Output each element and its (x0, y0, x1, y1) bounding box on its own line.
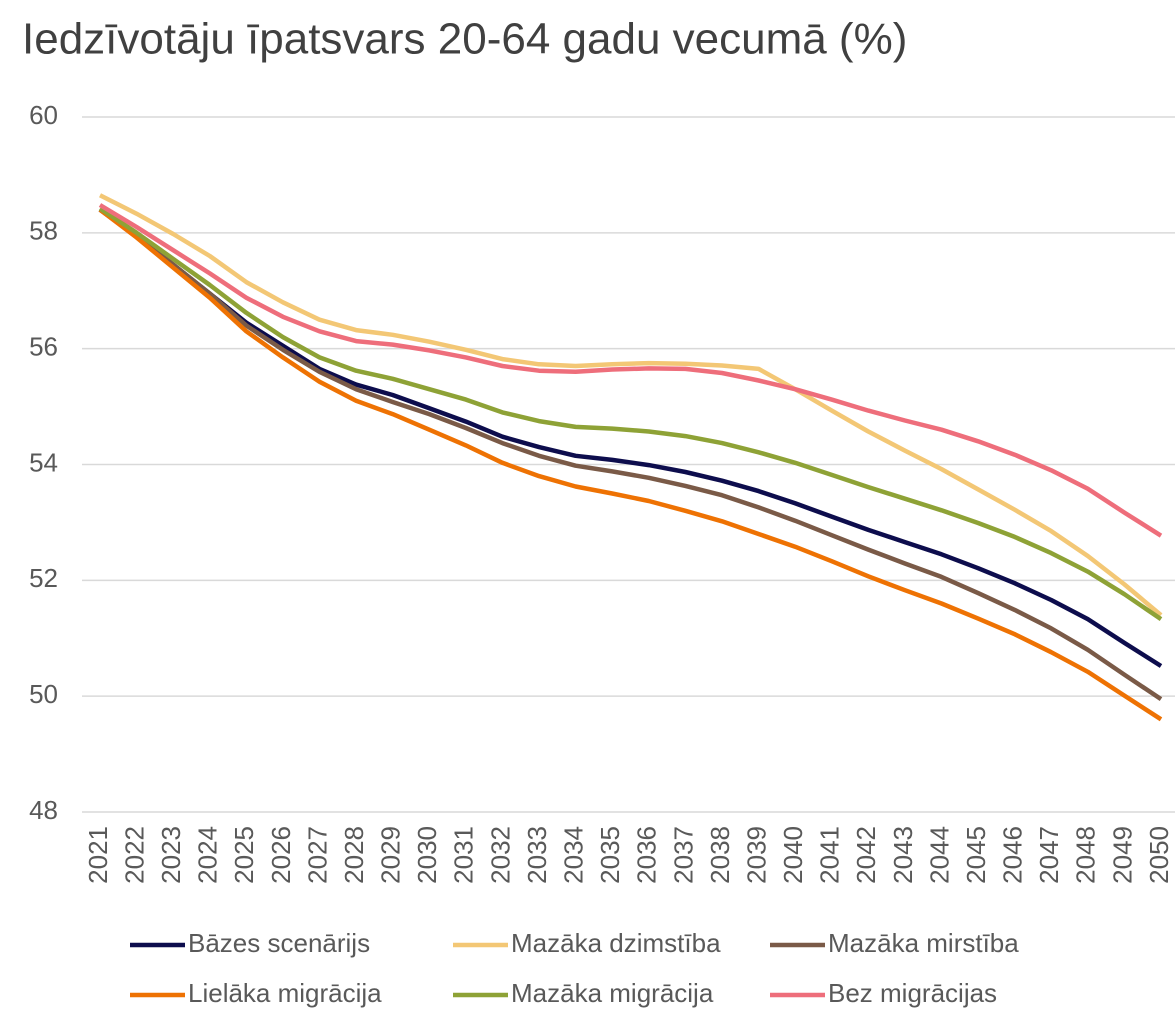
x-tick-label: 2024 (193, 826, 223, 884)
x-tick-label: 2025 (229, 826, 259, 884)
x-tick-label: 2040 (778, 826, 808, 884)
x-tick-label: 2050 (1144, 826, 1174, 884)
series-line (98, 207, 1163, 701)
x-tick-label: 2028 (339, 826, 369, 884)
series-line (98, 207, 1163, 668)
x-tick-label: 2048 (1071, 826, 1101, 884)
x-tick-label: 2042 (851, 826, 881, 884)
x-tick-label: 2038 (705, 826, 735, 884)
x-tick-label: 2035 (595, 826, 625, 884)
chart-title: Iedzīvotāju īpatsvars 20-64 gadu vecumā … (22, 15, 907, 64)
x-tick-label: 2046 (998, 826, 1028, 884)
y-tick-label: 54 (29, 447, 58, 477)
y-tick-label: 52 (29, 563, 58, 593)
y-tick-label: 58 (29, 216, 58, 246)
x-tick-label: 2047 (1034, 826, 1064, 884)
y-tick-label: 48 (29, 795, 58, 825)
x-tick-label: 2049 (1107, 826, 1137, 884)
x-tick-label: 2033 (522, 826, 552, 884)
x-tick-label: 2044 (924, 826, 954, 884)
legend-label: Mazāka mirstība (828, 928, 1019, 958)
x-tick-label: 2034 (558, 826, 588, 884)
x-tick-label: 2045 (961, 826, 991, 884)
x-tick-label: 2029 (376, 826, 406, 884)
y-tick-label: 56 (29, 332, 58, 362)
legend-label: Bez migrācijas (828, 978, 997, 1008)
legend-label: Bāzes scenārijs (188, 928, 370, 958)
series-line (98, 207, 1163, 722)
x-tick-label: 2032 (485, 826, 515, 884)
x-tick-label: 2043 (888, 826, 918, 884)
x-tick-label: 2036 (632, 826, 662, 884)
x-tick-label: 2041 (815, 826, 845, 884)
series-line (98, 206, 1163, 621)
x-tick-label: 2026 (266, 826, 296, 884)
series-line (98, 203, 1163, 538)
legend-label: Mazāka dzimstība (511, 928, 721, 958)
x-tick-label: 2039 (741, 826, 771, 884)
x-tick-label: 2022 (119, 826, 149, 884)
y-tick-label: 60 (29, 100, 58, 130)
legend-label: Mazāka migrācija (511, 978, 714, 1008)
x-tick-label: 2023 (156, 826, 186, 884)
y-tick-label: 50 (29, 679, 58, 709)
x-tick-label: 2037 (668, 826, 698, 884)
x-tick-label: 2031 (449, 826, 479, 884)
legend-label: Lielāka migrācija (188, 978, 382, 1008)
x-tick-label: 2030 (412, 826, 442, 884)
x-tick-label: 2027 (302, 826, 332, 884)
series-line (98, 193, 1163, 617)
x-tick-label: 2021 (83, 826, 113, 884)
